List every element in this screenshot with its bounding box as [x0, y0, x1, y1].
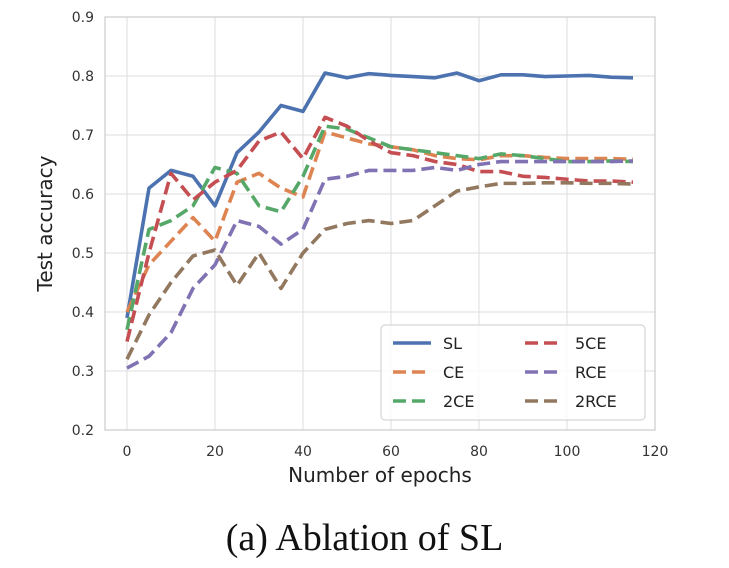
series-line-5ce — [125, 115, 634, 342]
line-chart: 0 20 40 60 80 100 120 0.2 0.3 0.4 0.5 0.6 0.7 0.8 0.9… — [33, 10, 669, 487]
series-line-sl — [125, 71, 634, 319]
y-tick-label: 0.6 — [72, 187, 94, 203]
y-tick-label: 0.9 — [72, 10, 94, 26]
figure-caption: (a) Ablation of SL — [225, 517, 504, 559]
series-line-rce — [126, 159, 634, 370]
y-tick-label: 0.5 — [72, 246, 94, 262]
y-tick-label: 0.7 — [72, 128, 94, 144]
y-tick-label: 0.8 — [72, 69, 94, 85]
legend-label-2ce: 2CE — [443, 392, 474, 411]
legend-label-rce: RCE — [575, 363, 607, 382]
x-tick-label: 20 — [206, 444, 224, 460]
legend: SL CE 2CE 5CE RCE 2RCE — [380, 324, 646, 421]
x-tick-label: 100 — [554, 444, 581, 460]
x-tick-label: 120 — [642, 444, 669, 460]
series-lines — [125, 71, 634, 370]
legend-box — [380, 324, 646, 421]
y-tick-label: 0.2 — [72, 423, 94, 439]
y-tick-labels: 0.2 0.3 0.4 0.5 0.6 0.7 0.8 0.9 — [72, 10, 94, 439]
series-line-2rce — [125, 180, 634, 361]
x-tick-label: 60 — [382, 444, 400, 460]
legend-label-ce: CE — [443, 363, 464, 382]
x-tick-label: 0 — [123, 444, 132, 460]
legend-label-5ce: 5CE — [575, 334, 606, 353]
x-axis-label: Number of epochs — [288, 463, 472, 487]
legend-label-sl: SL — [443, 334, 462, 353]
y-tick-label: 0.3 — [72, 364, 94, 380]
x-tick-label: 80 — [470, 444, 488, 460]
y-axis-label: Test accuracy — [33, 155, 57, 292]
y-tick-label: 0.4 — [72, 305, 94, 321]
x-tick-labels: 0 20 40 60 80 100 120 — [123, 444, 669, 460]
plot-frame — [104, 16, 656, 431]
legend-label-2rce: 2RCE — [575, 392, 617, 411]
x-tick-label: 40 — [294, 444, 312, 460]
